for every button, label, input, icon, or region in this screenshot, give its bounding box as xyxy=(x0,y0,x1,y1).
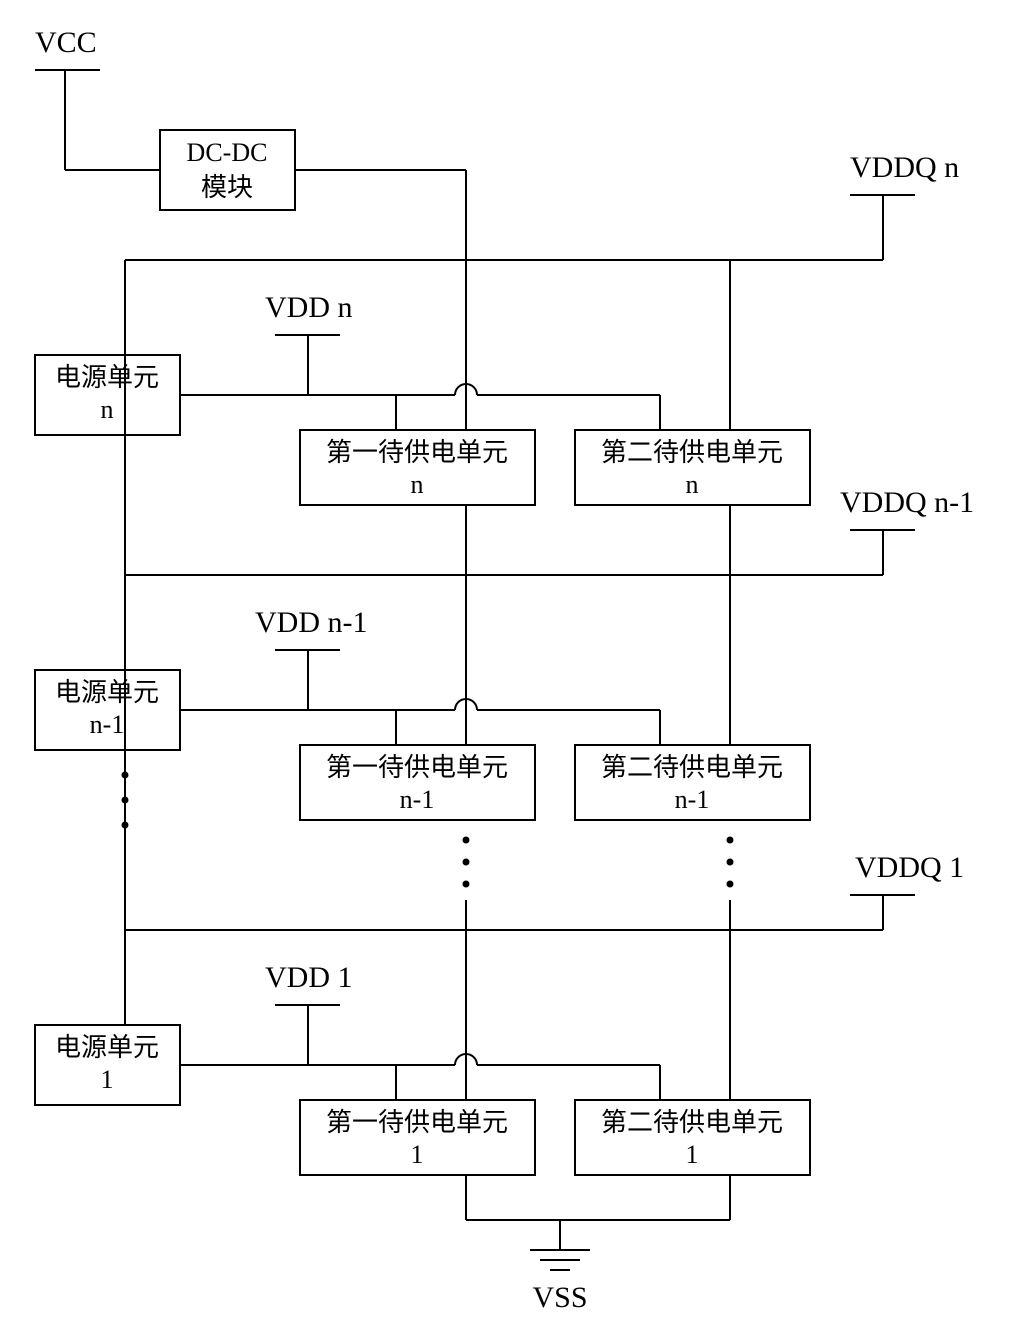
first-unit-n-l1: 第一待供电单元 xyxy=(326,438,508,467)
circuit-diagram: VCC DC-DC 模块 VDDQ n VDD n 电源单元 n xyxy=(0,0,1027,1319)
vdd-n1-terminal: VDD n-1 xyxy=(255,606,368,710)
second-unit-1: 第二待供电单元 1 xyxy=(575,1100,810,1175)
first-unit-n1-l1: 第一待供电单元 xyxy=(326,753,508,782)
second-unit-n1-l2: n-1 xyxy=(675,785,710,814)
pwr-unit-1-l1: 电源单元 xyxy=(55,1033,159,1062)
second-unit-n: 第二待供电单元 n xyxy=(575,430,810,505)
first-unit-n-l2: n xyxy=(411,470,424,499)
vss-ground: VSS xyxy=(530,1250,590,1314)
vcc-label: VCC xyxy=(35,26,97,59)
first-unit-n1: 第一待供电单元 n-1 xyxy=(300,745,535,820)
first-unit-1-l1: 第一待供电单元 xyxy=(326,1108,508,1137)
second-unit-n-l2: n xyxy=(686,470,699,499)
power-unit-n1: 电源单元 n-1 xyxy=(35,670,180,750)
vddq-n1-terminal: VDDQ n-1 xyxy=(840,486,974,575)
first-unit-n1-l2: n-1 xyxy=(400,785,435,814)
pwr-unit-1-l2: 1 xyxy=(101,1065,114,1094)
vddq-n1-label: VDDQ n-1 xyxy=(840,486,974,519)
pwr-unit-n1-l2: n-1 xyxy=(90,710,125,739)
vdd-n1-label: VDD n-1 xyxy=(255,606,368,639)
second-unit-n1-l1: 第二待供电单元 xyxy=(601,753,783,782)
vddq-n-terminal: VDDQ n xyxy=(850,151,959,260)
vddq-1-terminal: VDDQ 1 xyxy=(850,851,964,930)
vcc-terminal: VCC xyxy=(35,26,100,170)
dcdc-block: DC-DC 模块 xyxy=(65,130,295,210)
pwr-unit-n1-l1: 电源单元 xyxy=(55,678,159,707)
first-unit-1: 第一待供电单元 1 xyxy=(300,1100,535,1175)
vdd-n-terminal: VDD n xyxy=(265,291,353,395)
vdd-1-terminal: VDD 1 xyxy=(265,961,353,1065)
second-unit-n1: 第二待供电单元 n-1 xyxy=(575,745,810,820)
power-unit-1: 电源单元 1 xyxy=(35,1025,180,1105)
second-unit-1-l2: 1 xyxy=(686,1140,699,1169)
vddq-1-label: VDDQ 1 xyxy=(855,851,964,884)
vdd-1-label: VDD 1 xyxy=(265,961,353,994)
vss-label: VSS xyxy=(532,1281,587,1314)
dcdc-line2: 模块 xyxy=(201,173,253,202)
first-unit-n: 第一待供电单元 n xyxy=(300,430,535,505)
vdd-n-label: VDD n xyxy=(265,291,353,324)
dcdc-line1: DC-DC xyxy=(187,138,268,167)
pwr-unit-n-l2: n xyxy=(101,395,114,424)
second-unit-1-l1: 第二待供电单元 xyxy=(601,1108,783,1137)
first-unit-1-l2: 1 xyxy=(411,1140,424,1169)
second-unit-n-l1: 第二待供电单元 xyxy=(601,438,783,467)
power-unit-n: 电源单元 n xyxy=(35,355,180,435)
vddq-n-label: VDDQ n xyxy=(850,151,959,184)
pwr-unit-n-l1: 电源单元 xyxy=(55,363,159,392)
